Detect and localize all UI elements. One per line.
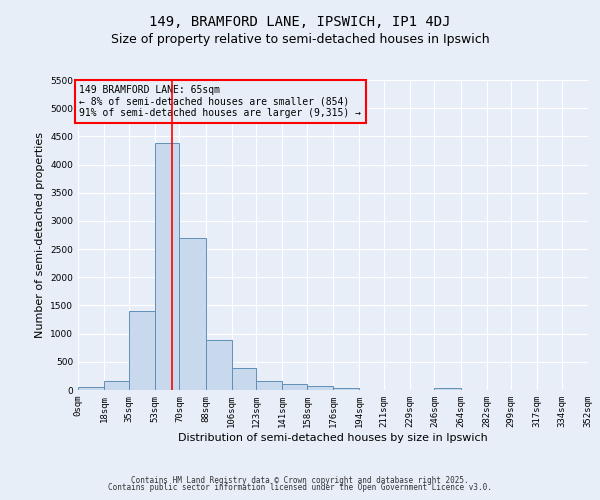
Bar (307, 386, 333, 390)
Text: Contains public sector information licensed under the Open Government Licence v3: Contains public sector information licen… (108, 484, 492, 492)
Bar (434, 388, 461, 390)
Text: 149 BRAMFORD LANE: 65sqm
← 8% of semi-detached houses are smaller (854)
91% of s: 149 BRAMFORD LANE: 65sqm ← 8% of semi-de… (79, 84, 361, 117)
Bar (282, 384, 307, 390)
Bar (333, 388, 359, 390)
Text: Size of property relative to semi-detached houses in Ipswich: Size of property relative to semi-detach… (110, 32, 490, 46)
Bar (232, 368, 256, 390)
Bar (78, 387, 104, 390)
Bar (256, 381, 282, 390)
Bar (155, 143, 179, 390)
Bar (205, 340, 232, 390)
Text: 149, BRAMFORD LANE, IPSWICH, IP1 4DJ: 149, BRAMFORD LANE, IPSWICH, IP1 4DJ (149, 15, 451, 29)
Y-axis label: Number of semi-detached properties: Number of semi-detached properties (35, 132, 44, 338)
Bar (129, 311, 155, 390)
X-axis label: Distribution of semi-detached houses by size in Ipswich: Distribution of semi-detached houses by … (178, 432, 488, 442)
Bar (104, 381, 129, 390)
Bar (179, 238, 206, 390)
Text: Contains HM Land Registry data © Crown copyright and database right 2025.: Contains HM Land Registry data © Crown c… (131, 476, 469, 485)
